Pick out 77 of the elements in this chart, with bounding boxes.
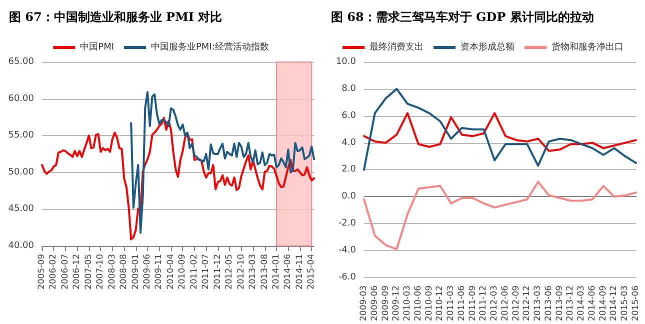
line-series xyxy=(130,91,315,234)
x-tick-label: 2013-03 xyxy=(248,254,258,290)
legend-label: 资本形成总额 xyxy=(460,42,514,52)
x-tick-label: 2010-04 xyxy=(166,254,176,290)
x-tick-label: 2009-11 xyxy=(154,254,164,290)
line-series xyxy=(363,88,637,171)
x-tick-label: 2009-03 xyxy=(359,285,369,321)
x-tick-label: 2010-09 xyxy=(424,285,434,321)
y-tick-label: 50.00 xyxy=(8,167,34,178)
x-tick-label: 2011-03 xyxy=(446,285,456,321)
x-tick-label: 2005-09 xyxy=(37,254,47,290)
y-tick-label: 45.00 xyxy=(8,204,34,214)
x-tick-label: 2011-07 xyxy=(201,254,212,290)
y-tick-label: 10.0 xyxy=(336,57,356,67)
chart-title: 图 68：需求三驾马车对于 GDP 累计同比的拉动 xyxy=(331,10,594,24)
x-tick-label: 2014-06 xyxy=(283,254,294,290)
x-tick-label: 2012-10 xyxy=(236,254,246,290)
x-tick-label: 2009-06 xyxy=(370,285,380,321)
x-tick-label: 2008-03 xyxy=(107,254,118,290)
y-tick-label: 65.00 xyxy=(8,57,34,67)
y-tick-label: 60.00 xyxy=(8,94,34,104)
x-tick-label: 2011-06 xyxy=(456,285,467,321)
x-tick-label: 2006-02 xyxy=(48,254,59,290)
x-tick-label: 2009-12 xyxy=(392,285,402,321)
x-tick-label: 2010-03 xyxy=(402,285,413,321)
y-tick-label: -4.0 xyxy=(338,246,356,256)
x-tick-label: 2010-12 xyxy=(435,285,446,321)
x-tick-label: 2013-08 xyxy=(260,254,270,290)
y-tick-label: 40.00 xyxy=(8,241,34,251)
x-tick-label: 2012-06 xyxy=(500,285,510,321)
y-tick-label: 2.0 xyxy=(342,164,356,175)
y-tick-label: 55.00 xyxy=(8,130,34,141)
x-tick-label: 2009-01 xyxy=(130,254,141,290)
x-tick-label: 2015-03 xyxy=(620,285,630,321)
x-tick-label: 2012-05 xyxy=(224,254,235,290)
line-series xyxy=(363,112,637,152)
x-tick-label: 2010-06 xyxy=(413,285,424,321)
x-tick-label: 2014-09 xyxy=(598,285,608,321)
legend-label: 中国PMI xyxy=(80,42,114,52)
x-tick-label: 2012-03 xyxy=(490,285,500,321)
x-tick-label: 2012-12 xyxy=(522,285,532,321)
x-tick-label: 2011-09 xyxy=(468,285,478,321)
x-tick-label: 2013-12 xyxy=(566,285,576,321)
x-tick-label: 2013-09 xyxy=(554,285,565,321)
x-tick-label: 2007-10 xyxy=(96,254,106,290)
x-tick-label: 2014-03 xyxy=(576,285,587,321)
x-tick-label: 2009-06 xyxy=(142,254,153,290)
x-tick-label: 2014-01 xyxy=(271,254,282,290)
x-tick-label: 2012-09 xyxy=(511,285,522,321)
y-tick-label: 0.0 xyxy=(342,192,356,202)
x-tick-label: 2014-11 xyxy=(294,254,305,290)
x-tick-label: 2011-02 xyxy=(189,254,200,290)
y-tick-label: 8.0 xyxy=(342,84,356,94)
x-tick-label: 2009-09 xyxy=(380,285,391,321)
x-tick-label: 2014-06 xyxy=(587,285,598,321)
x-tick-label: 2013-06 xyxy=(544,285,554,321)
x-tick-label: 2008-08 xyxy=(119,254,130,290)
x-tick-label: 2014-12 xyxy=(609,285,620,321)
x-tick-label: 2013-03 xyxy=(533,285,544,321)
y-tick-label: -6.0 xyxy=(338,272,356,282)
x-tick-label: 2015-06 xyxy=(631,285,641,321)
legend-label: 中国服务业PMI:经营活动指数 xyxy=(150,42,269,52)
y-tick-label: -2.0 xyxy=(338,218,356,229)
x-tick-label: 2015-04 xyxy=(306,254,317,290)
chart-title: 图 67：中国制造业和服务业 PMI 对比 xyxy=(9,10,222,24)
line-series xyxy=(41,116,315,240)
x-tick-label: 2011-12 xyxy=(212,254,223,290)
x-tick-label: 2007-05 xyxy=(84,254,94,290)
x-tick-label: 2006-07 xyxy=(60,254,70,290)
x-tick-label: 2006-12 xyxy=(72,254,82,290)
y-tick-label: 6.0 xyxy=(342,110,356,121)
y-tick-label: 4.0 xyxy=(342,138,356,148)
x-tick-label: 2010-09 xyxy=(178,254,188,290)
legend-label: 货物和服务净出口 xyxy=(552,42,624,52)
x-tick-label: 2011-12 xyxy=(478,285,489,321)
line-series xyxy=(363,180,637,250)
legend-label: 最终消费支出 xyxy=(370,42,424,52)
